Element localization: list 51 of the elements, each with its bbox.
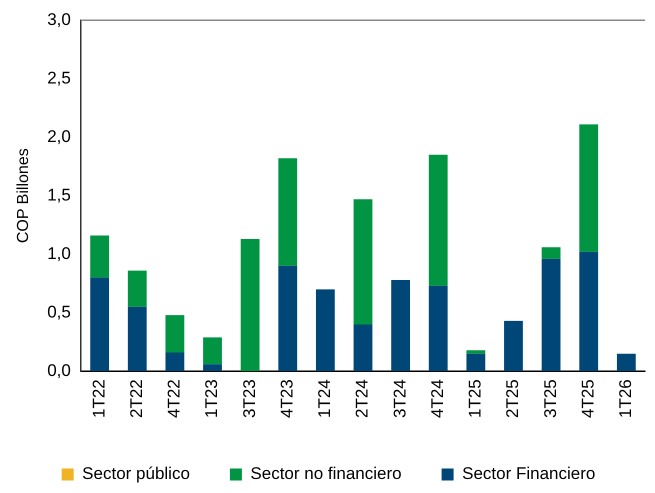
bar xyxy=(504,320,523,372)
bar xyxy=(90,236,110,278)
bar xyxy=(90,278,110,372)
x-tick-label: 1T26 xyxy=(616,379,636,418)
x-tick-label: 2T25 xyxy=(503,379,522,418)
bar xyxy=(165,315,184,353)
y-tick-label: 3,0 xyxy=(47,10,71,29)
x-tick-label: 1T22 xyxy=(89,379,108,418)
bar xyxy=(203,337,222,364)
bar xyxy=(354,199,372,324)
x-tick-label: 4T22 xyxy=(164,379,184,418)
bar xyxy=(391,280,410,372)
x-tick-label: 1T24 xyxy=(315,379,334,418)
bar xyxy=(579,124,598,252)
y-tick-label: 1,0 xyxy=(47,244,71,263)
bar xyxy=(128,270,147,307)
x-tick-label: 3T24 xyxy=(390,379,410,418)
bar xyxy=(203,364,222,372)
x-tick-label: 1T25 xyxy=(466,379,485,418)
y-tick-label: 2,5 xyxy=(47,68,71,88)
y-axis-title: COP Billones xyxy=(15,148,32,244)
x-tick-label: 2T24 xyxy=(352,379,372,418)
y-tick-label: 1,5 xyxy=(47,185,71,204)
bar xyxy=(466,350,486,354)
y-tick-label: 2,0 xyxy=(47,126,71,146)
bar xyxy=(165,352,184,372)
bar xyxy=(354,324,372,372)
x-tick-label: 4T24 xyxy=(428,379,447,418)
bar xyxy=(428,286,448,372)
legend-label: Sector Financiero xyxy=(462,464,596,484)
y-tick-label: 0,0 xyxy=(47,360,71,380)
bar xyxy=(542,247,560,259)
bar xyxy=(316,289,335,372)
bar xyxy=(579,252,598,372)
legend-label: Sector público xyxy=(82,464,190,484)
x-tick-label: 1T23 xyxy=(202,379,222,418)
bar xyxy=(240,239,260,372)
x-tick-label: 2T22 xyxy=(126,379,146,418)
bar xyxy=(616,354,636,372)
y-tick-label: 0,5 xyxy=(47,302,71,322)
bar xyxy=(278,158,298,266)
legend-label: Sector no financiero xyxy=(250,464,402,484)
bar xyxy=(466,354,486,372)
x-tick-label: 4T23 xyxy=(277,379,296,418)
bar xyxy=(128,306,147,372)
bar xyxy=(428,154,448,286)
x-tick-label: 4T25 xyxy=(578,379,598,418)
x-tick-label: 3T25 xyxy=(540,379,560,418)
bar xyxy=(278,266,298,372)
bar xyxy=(542,258,560,372)
x-tick-label: 3T23 xyxy=(240,379,259,418)
